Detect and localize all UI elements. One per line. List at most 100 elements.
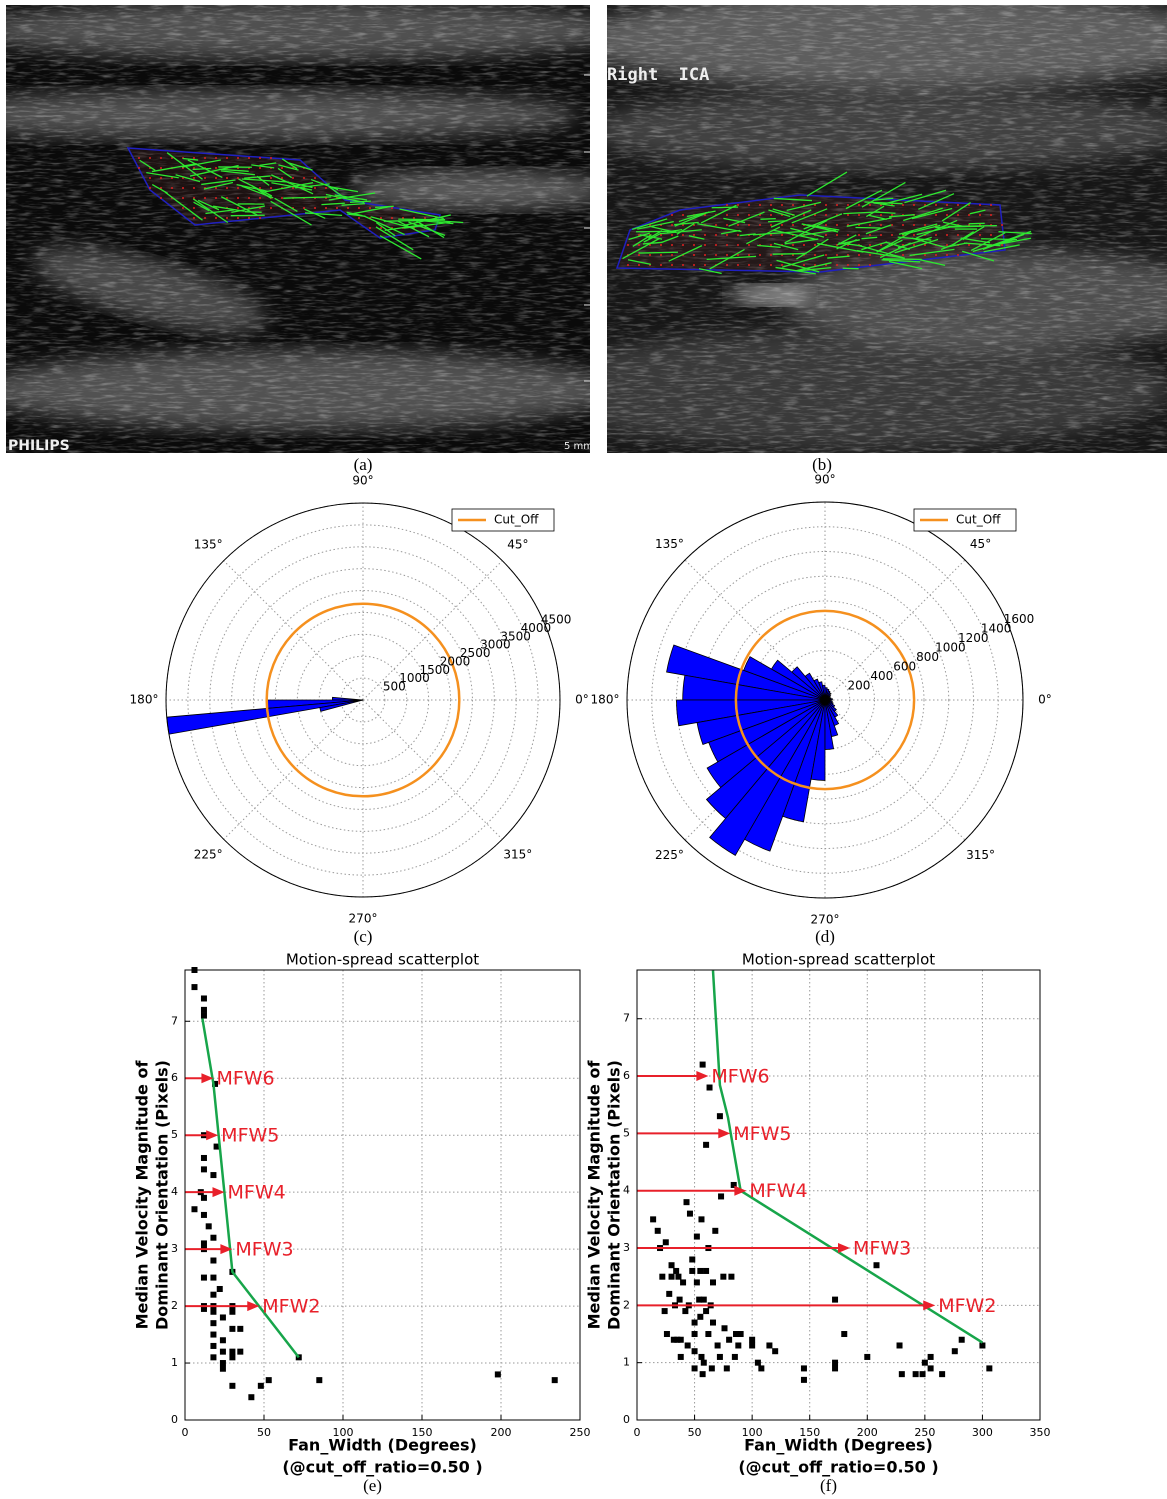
flow-dot <box>946 214 948 216</box>
scatter-point <box>701 1360 707 1366</box>
flow-dot <box>303 177 305 179</box>
flow-dot <box>682 244 684 246</box>
scatter-point <box>237 1326 243 1332</box>
flow-dot <box>671 264 673 266</box>
scatter-point <box>685 1342 691 1348</box>
flow-dot <box>869 254 871 256</box>
flow-dot <box>825 224 827 226</box>
flow-dot <box>924 224 926 226</box>
scatter-point <box>669 1262 675 1268</box>
flow-dot <box>946 204 948 206</box>
flow-dot <box>149 157 151 159</box>
scatter-point <box>698 1216 704 1222</box>
scatter-point <box>229 1383 235 1389</box>
scatter-point <box>913 1371 919 1377</box>
flow-dot <box>880 234 882 236</box>
flow-dot <box>759 224 761 226</box>
flow-dot <box>638 244 640 246</box>
flow-dot <box>913 224 915 226</box>
flow-dot <box>270 187 272 189</box>
flow-dot <box>869 234 871 236</box>
flow-dot <box>957 234 959 236</box>
flow-dot <box>737 214 739 216</box>
flow-dot <box>825 214 827 216</box>
y-tick-label: 6 <box>171 1071 178 1084</box>
flow-dot <box>726 224 728 226</box>
scatter-point <box>266 1377 272 1383</box>
scatter-point <box>552 1377 558 1383</box>
flow-dot <box>869 224 871 226</box>
flow-dot <box>737 204 739 206</box>
scatter-point <box>899 1371 905 1377</box>
angular-tick-label: 90° <box>814 473 835 487</box>
y-tick-label: 0 <box>171 1413 178 1426</box>
y-tick-label: 1 <box>623 1356 630 1369</box>
flow-dot <box>968 214 970 216</box>
flow-dot <box>704 244 706 246</box>
flow-dot <box>847 204 849 206</box>
flow-dot <box>369 227 371 229</box>
annotation-label: MFW2 <box>262 1296 320 1318</box>
flow-dot <box>847 214 849 216</box>
angular-tick-label: 315° <box>966 848 995 862</box>
scatter-point <box>229 1354 235 1360</box>
scatter-point <box>801 1377 807 1383</box>
flow-dot <box>281 197 283 199</box>
flow-dot <box>770 234 772 236</box>
flow-dot <box>748 214 750 216</box>
flow-dot <box>825 234 827 236</box>
flow-vector <box>639 252 678 253</box>
flow-dot <box>737 254 739 256</box>
y-axis-label: Dominant Orientation (Pixels) <box>153 1060 172 1330</box>
angular-tick-label: 270° <box>811 913 840 927</box>
flow-dot <box>248 217 250 219</box>
flow-dot <box>704 264 706 266</box>
flow-dot <box>979 214 981 216</box>
annotation-label: MFW3 <box>235 1239 293 1261</box>
annotation-label: MFW6 <box>711 1066 769 1088</box>
scatter-point <box>650 1216 656 1222</box>
flow-dot <box>215 177 217 179</box>
flow-dot <box>347 207 349 209</box>
flow-dot <box>726 254 728 256</box>
flow-dot <box>979 234 981 236</box>
scatter-point <box>237 1349 243 1355</box>
flow-dot <box>336 207 338 209</box>
scatter-point <box>703 1142 709 1148</box>
flow-dot <box>314 207 316 209</box>
flow-dot <box>770 204 772 206</box>
scatter-point <box>726 1337 732 1343</box>
scatter-point <box>258 1383 264 1389</box>
caption: (e) <box>363 1476 382 1495</box>
y-axis-label: Dominant Orientation (Pixels) <box>605 1060 624 1330</box>
flow-dot <box>182 187 184 189</box>
flow-vector <box>883 259 922 260</box>
scatter-point <box>678 1337 684 1343</box>
scatter-point <box>684 1199 690 1205</box>
flow-dot <box>292 177 294 179</box>
scatter-point <box>201 1212 207 1218</box>
scatter-point <box>717 1113 723 1119</box>
flow-dot <box>770 264 772 266</box>
flow-dot <box>946 254 948 256</box>
scatter-point <box>201 1240 207 1246</box>
flow-dot <box>193 157 195 159</box>
x-tick-label: 250 <box>570 1426 591 1439</box>
flow-dot <box>891 234 893 236</box>
flow-dot <box>391 207 393 209</box>
flow-dot <box>737 264 739 266</box>
scatter-point <box>920 1371 926 1377</box>
scatter-point <box>873 1262 879 1268</box>
scatter-point <box>673 1268 679 1274</box>
x-axis-label: (@cut_off_ratio=0.50 ) <box>738 1458 938 1477</box>
scatter-point <box>669 1274 675 1280</box>
scatter-point <box>697 1268 703 1274</box>
scatter-point <box>210 1343 216 1349</box>
scatter-point <box>210 1235 216 1241</box>
scatter-point <box>709 1365 715 1371</box>
scatter-point <box>766 1342 772 1348</box>
scatter-point <box>698 1354 704 1360</box>
scatter-point <box>732 1354 738 1360</box>
flow-dot <box>215 217 217 219</box>
y-tick-label: 3 <box>171 1242 178 1255</box>
